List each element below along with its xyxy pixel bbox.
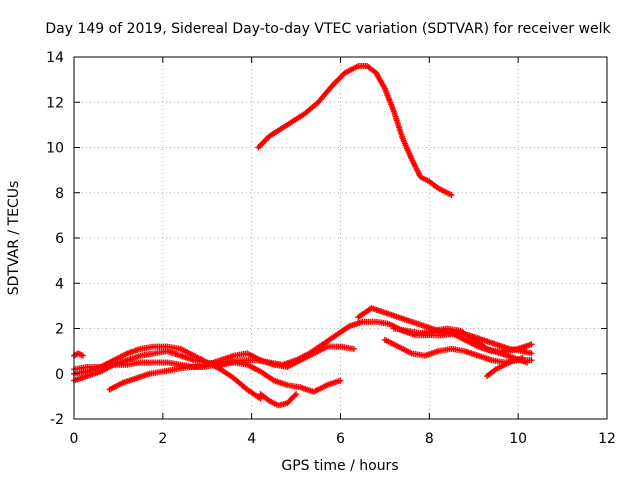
series-arc-j xyxy=(71,350,86,359)
x-tick-label: 4 xyxy=(247,431,256,447)
x-tick-label: 0 xyxy=(70,431,79,447)
y-tick-label: 10 xyxy=(46,141,64,157)
data-point xyxy=(524,359,531,366)
y-tick-label: 8 xyxy=(55,186,64,202)
y-tick-label: 2 xyxy=(55,322,64,338)
data-point xyxy=(293,391,300,398)
data-point xyxy=(350,345,357,352)
data-point xyxy=(337,377,344,384)
x-tick-label: 2 xyxy=(158,431,167,447)
x-tick-label: 12 xyxy=(598,431,616,447)
data-point xyxy=(79,352,86,359)
data-point xyxy=(448,192,455,199)
y-tick-label: 6 xyxy=(55,231,64,247)
y-axis-label: SDTVAR / TECUs xyxy=(6,181,22,296)
y-tick-label: -2 xyxy=(50,412,64,428)
x-tick-label: 10 xyxy=(509,431,527,447)
axis-ticks: 0 2 4 6 8 10 12 -2 0 2 4 6 8 10 12 14 xyxy=(46,50,616,447)
data-markers xyxy=(71,63,535,409)
y-tick-label: 12 xyxy=(46,95,64,111)
y-tick-label: 4 xyxy=(55,276,64,292)
y-tick-label: 14 xyxy=(46,50,64,66)
series-arc-c xyxy=(257,391,300,409)
x-axis-label: GPS time / hours xyxy=(281,458,398,474)
y-tick-label: 0 xyxy=(55,367,64,383)
data-point xyxy=(528,341,535,348)
chart-title: Day 149 of 2019, Sidereal Day-to-day VTE… xyxy=(45,21,611,37)
series-arc-high xyxy=(255,63,455,199)
data-point xyxy=(528,357,535,364)
series-arc-i xyxy=(484,354,526,380)
series-arc-f xyxy=(355,305,535,355)
data-point xyxy=(528,350,535,357)
data-point xyxy=(519,354,526,361)
x-tick-label: 8 xyxy=(425,431,434,447)
x-tick-label: 6 xyxy=(336,431,345,447)
data-point xyxy=(291,392,298,399)
grid-lines xyxy=(74,57,607,419)
